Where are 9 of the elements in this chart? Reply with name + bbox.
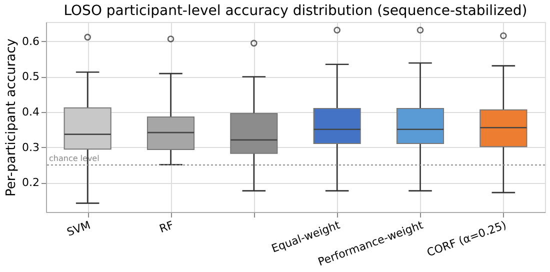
y-axis-title: Per-participant accuracy: [4, 38, 20, 196]
chart-title: LOSO participant-level accuracy distribution (sequence-stabilized): [64, 3, 528, 19]
y-tick-label: 0.4: [22, 106, 40, 119]
y-tick-label: 0.2: [22, 176, 40, 190]
x-tick-label: RF: [158, 218, 176, 236]
y-tick-label: 0.5: [22, 70, 40, 84]
x-tick-label: SVM: [65, 218, 92, 239]
y-tick-label: 0.3: [22, 140, 40, 154]
y-tick-label: 0.6: [22, 34, 40, 48]
